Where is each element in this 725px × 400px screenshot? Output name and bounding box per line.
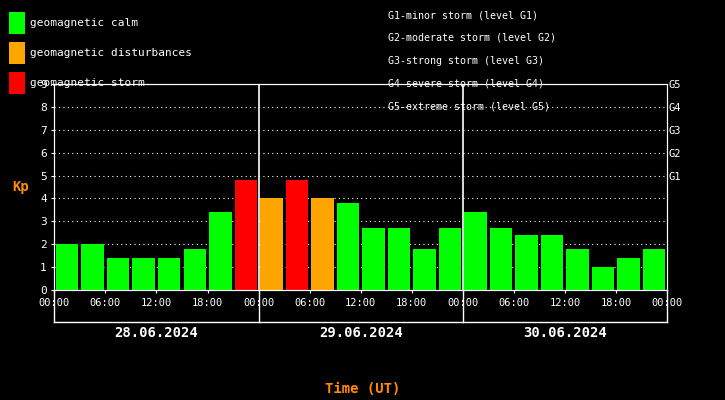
Bar — [158, 258, 181, 290]
Bar — [260, 198, 283, 290]
Bar — [464, 212, 486, 290]
Text: G3-strong storm (level G3): G3-strong storm (level G3) — [388, 56, 544, 66]
Bar — [439, 228, 461, 290]
Text: G2-moderate storm (level G2): G2-moderate storm (level G2) — [388, 33, 556, 43]
Text: geomagnetic calm: geomagnetic calm — [30, 18, 138, 28]
Bar — [56, 244, 78, 290]
Bar — [362, 228, 385, 290]
Bar — [413, 249, 436, 290]
Bar — [515, 235, 538, 290]
Bar — [618, 258, 640, 290]
Text: 30.06.2024: 30.06.2024 — [523, 326, 607, 340]
Bar — [235, 180, 257, 290]
Text: Kp: Kp — [12, 180, 29, 194]
Bar — [183, 249, 206, 290]
Text: G4-severe storm (level G4): G4-severe storm (level G4) — [388, 78, 544, 88]
Bar — [286, 180, 308, 290]
Text: G5-extreme storm (level G5): G5-extreme storm (level G5) — [388, 101, 550, 111]
Bar — [81, 244, 104, 290]
Bar — [209, 212, 231, 290]
Bar — [541, 235, 563, 290]
Text: 29.06.2024: 29.06.2024 — [319, 326, 402, 340]
Bar — [311, 198, 334, 290]
Bar — [107, 258, 130, 290]
Bar — [388, 228, 410, 290]
Bar — [133, 258, 155, 290]
Bar — [490, 228, 513, 290]
Text: Time (UT): Time (UT) — [325, 382, 400, 396]
Bar — [643, 249, 666, 290]
Text: 28.06.2024: 28.06.2024 — [115, 326, 199, 340]
Bar — [566, 249, 589, 290]
Text: geomagnetic storm: geomagnetic storm — [30, 78, 145, 88]
Text: geomagnetic disturbances: geomagnetic disturbances — [30, 48, 192, 58]
Text: G1-minor storm (level G1): G1-minor storm (level G1) — [388, 10, 538, 20]
Bar — [336, 203, 359, 290]
Bar — [592, 267, 614, 290]
